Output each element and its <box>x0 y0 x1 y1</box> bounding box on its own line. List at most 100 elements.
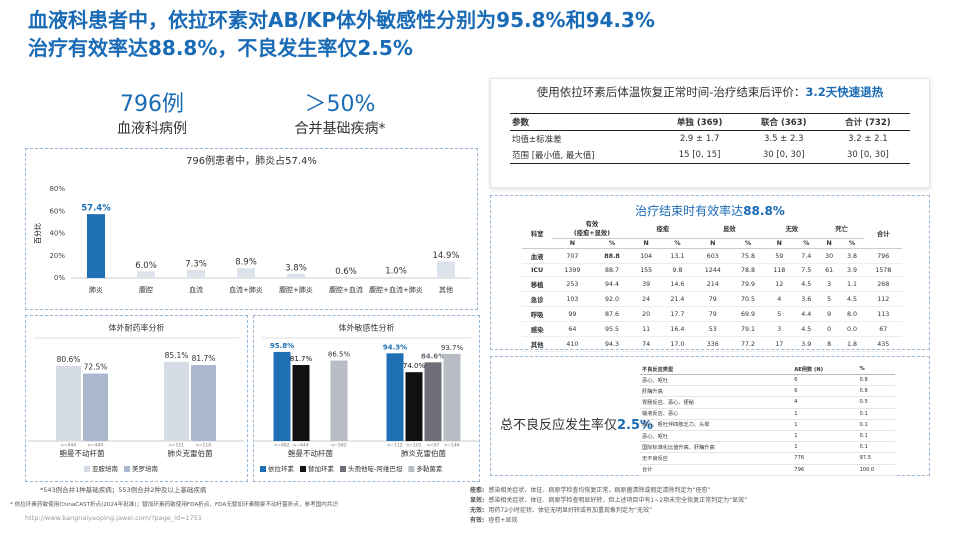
value-label: 95.8% <box>270 342 294 350</box>
cell: 恶心、呕吐 <box>640 430 793 443</box>
header-row: N% N% N% N% N% <box>522 238 902 249</box>
cell: 国际标准化比值升高、肝酶升高 <box>640 441 793 454</box>
x-tick-label: 血流 <box>189 285 203 294</box>
column-header: % <box>857 364 895 375</box>
cell: 112 <box>864 291 902 307</box>
footnote: 无效: 用药72小时症状、体征无明显好转或有加重现象判定为“无效” <box>470 506 747 516</box>
row: 移植 253 94.4 39 14.6 214 79.9 12 4.5 3 1.1 268 <box>522 276 902 292</box>
footnote-text: 用药72小时症状、体征无明显好转或有加重现象判定为“无效” <box>488 507 653 514</box>
cell: 253 <box>552 276 593 292</box>
value-label: 7.3% <box>185 259 207 269</box>
cell: 5 <box>818 291 840 307</box>
highlight: 3.2天快速退热 <box>805 85 884 99</box>
row: 肝酶升高 6 0.8 <box>640 385 895 398</box>
column-header: 死亡 <box>818 218 865 239</box>
cell: 39 <box>631 276 661 292</box>
legend-label: 头孢他啶-阿维巴坦 <box>348 464 403 473</box>
cell: 214 <box>694 276 732 292</box>
sub-header: % <box>793 238 819 249</box>
cell: 范围 [最小值, 最大值] <box>510 147 658 164</box>
cell: 3.9 <box>793 336 819 352</box>
cell: 血液 <box>522 248 553 264</box>
panel <box>490 78 930 188</box>
sample-size: n=482 <box>274 443 289 449</box>
header-row: 科室 有效 (痊愈+显效) 痊愈 显效 无效 死亡 合计 <box>522 218 902 249</box>
sample-size: n=444 <box>61 443 76 449</box>
sub-header: % <box>731 238 765 249</box>
column-header: 无效 <box>764 218 819 239</box>
cell: 6 <box>792 385 858 398</box>
bar <box>56 366 81 441</box>
sub-header: N <box>818 238 840 249</box>
sub-header: % <box>839 238 865 249</box>
legend-swatch <box>340 466 346 472</box>
cell: 胃肠反应、恶心、便秘 <box>640 396 793 409</box>
value-label: 80.6% <box>57 355 81 364</box>
cell: 74 <box>631 336 661 352</box>
cell: 输液反应、恶心 <box>640 408 793 420</box>
row: 合计 796 100.0 <box>640 464 895 476</box>
cell: 4.5 <box>793 276 819 292</box>
value-label: 0.6% <box>335 267 357 277</box>
cell: 113 <box>864 306 902 322</box>
x-tick-label: 腹腔+血流 <box>329 285 363 294</box>
title-line: 治疗有效率达88.8%，不良发生率仅2.5% <box>28 36 413 60</box>
x-tick-label: 其他 <box>439 285 453 294</box>
legend-swatch <box>260 466 266 472</box>
bar <box>83 373 108 441</box>
cell: 104 <box>631 248 661 264</box>
bar <box>137 271 155 278</box>
chart: 796例患者中，肺炎占57.4% 百分比 0% 20% 40% 60% 80% 肺炎 57.4%… <box>33 154 471 294</box>
y-tick-label: 40% <box>49 230 65 238</box>
table: 科室 有效 (痊愈+显效) 痊愈 显效 无效 死亡 合计 N% N% N% N% N% 血液 707 8 8.… <box>522 218 902 352</box>
bar <box>424 362 442 441</box>
row: 无不良反应 776 97.5 <box>640 452 895 465</box>
value-label: 74.0% <box>403 362 426 370</box>
sub-header: N <box>764 238 794 249</box>
panel-title: 使用依拉环素后体温恢复正常时间-治疗结束后评价：3.2天快速退热 <box>490 84 930 100</box>
cell: 268 <box>864 276 902 292</box>
table: 参数 单独 (369) 联合 (363) 合计 (732) 均值±标准差 2.9 ± 1.… <box>510 113 910 164</box>
cell: 5 <box>764 306 794 322</box>
panel: 体外耐药率分析 鲍曼不动杆菌 80.6% n=444 72.5% n=444 肺炎克雷伯菌 8… <box>25 315 248 482</box>
sample-size: n=112 <box>387 443 402 449</box>
cell: 410 <box>552 336 593 352</box>
cell: 92.0 <box>592 291 632 307</box>
cell: 4.5 <box>793 321 819 337</box>
cell: 8 <box>818 336 840 352</box>
cell: 0.0 <box>839 321 865 337</box>
sample-size: n=97 <box>427 443 439 449</box>
column-header: 合计 <box>864 218 902 249</box>
column-header: 单独 (369) <box>657 113 742 131</box>
y-tick-label: 60% <box>49 207 65 215</box>
cell: 8.0 <box>839 306 865 322</box>
cell: 16.4 <box>660 321 695 337</box>
legend-label: 替加环素 <box>308 464 335 473</box>
row: 恶心、呕吐伴四肢乏力、头晕 1 0.1 <box>640 419 895 431</box>
cell: 4 <box>764 291 794 307</box>
sample-size: n=444 <box>88 443 103 449</box>
cell: 336 <box>694 336 732 352</box>
cell: 97.5 <box>857 452 895 465</box>
cell: 707 <box>552 248 593 264</box>
cell: 1399 <box>552 263 593 277</box>
cell: 103 <box>552 291 593 307</box>
cell: 3.9 <box>839 263 865 277</box>
bar <box>292 365 310 441</box>
row: 输液反应、恶心 1 0.1 <box>640 408 895 420</box>
cell: 21.4 <box>660 291 695 307</box>
bar <box>273 351 291 441</box>
cell: 435 <box>864 336 902 352</box>
text: 总不良反应发生率仅 <box>500 418 618 433</box>
cell: 155 <box>631 263 661 277</box>
cell: 9.8 <box>660 263 695 277</box>
legend-label: 美罗培南 <box>132 464 159 473</box>
cell: 呼吸 <box>522 306 553 322</box>
legend-swatch <box>408 466 415 472</box>
bar <box>237 268 255 278</box>
bar <box>386 353 404 441</box>
row: 恶心、呕吐 1 0.1 <box>640 430 895 443</box>
footnote: http://www.kangnaiyaoping.jawei.com/?pag… <box>25 514 203 522</box>
cell: 53 <box>694 321 732 337</box>
footnote-term: 显效: <box>470 497 485 504</box>
